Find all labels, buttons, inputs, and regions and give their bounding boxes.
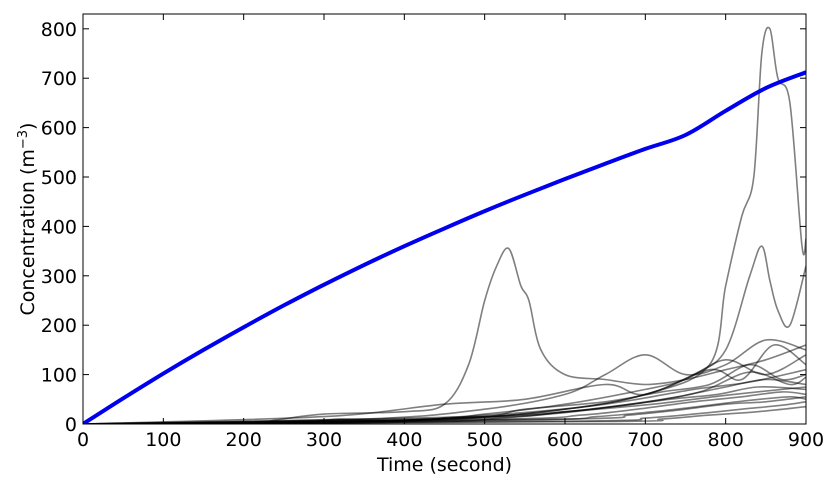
x-axis-label: Time (second)	[376, 454, 512, 476]
axis-ticks: 0 100 200 300 400 500 600 700 800 900 0 100 200 300 40…	[41, 14, 824, 451]
series-realization-line-17	[83, 386, 806, 424]
series-mean-line	[83, 70, 806, 424]
x-tick-label: 500	[467, 429, 503, 451]
x-tick-label: 400	[386, 429, 422, 451]
y-tick-label: 300	[41, 266, 77, 288]
y-tick-label: 500	[41, 167, 77, 189]
x-tick-label: 800	[708, 429, 744, 451]
y-axis-label-superscript: −3	[16, 130, 31, 149]
plot-area	[83, 26, 806, 424]
series-realization-line-4	[83, 338, 806, 424]
y-tick-label: 600	[41, 118, 77, 140]
plot-frame	[82, 13, 807, 425]
x-tick-label: 100	[145, 429, 181, 451]
y-axis-label-main: Concentration (m	[17, 149, 39, 315]
x-tick-label: 200	[226, 429, 262, 451]
series-realization-line-1	[83, 247, 806, 424]
y-axis-label-close: )	[17, 123, 39, 130]
y-tick-label: 400	[41, 216, 77, 238]
y-tick-label: 700	[41, 68, 77, 90]
x-tick-label: 300	[306, 429, 342, 451]
y-tick-label: 200	[41, 315, 77, 337]
y-tick-label: 0	[65, 414, 77, 436]
x-tick-label: 600	[547, 429, 583, 451]
y-tick-label: 100	[41, 365, 77, 387]
y-tick-label: 800	[41, 19, 77, 41]
x-tick-label: 900	[788, 429, 824, 451]
x-tick-label: 0	[77, 429, 89, 451]
series-realization-line-2	[83, 26, 806, 424]
series-realization-line-5	[83, 344, 806, 424]
x-tick-label: 700	[627, 429, 663, 451]
y-axis-label: Concentration (m−3)	[16, 123, 40, 316]
